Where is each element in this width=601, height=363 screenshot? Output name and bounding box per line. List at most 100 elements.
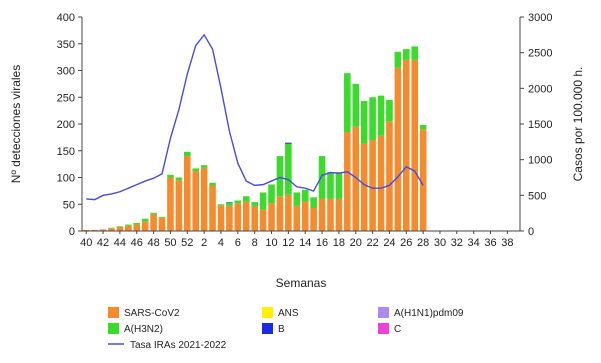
legend-swatch [108, 323, 119, 334]
bar-segment [403, 49, 410, 60]
bar-segment [209, 185, 216, 231]
bar-segment [268, 184, 275, 204]
x-tick-label: 18 [333, 237, 345, 249]
bar-segment [226, 202, 233, 203]
bar-segment [352, 126, 360, 231]
bar-segment [150, 213, 157, 231]
bar-segment [133, 224, 141, 231]
x-tick-label: 50 [164, 237, 176, 249]
bar-segment [150, 212, 157, 214]
bar-segment [217, 204, 225, 206]
bar-segment [377, 95, 385, 136]
legend-swatch [262, 307, 273, 318]
x-tick-label: 12 [282, 237, 294, 249]
bar-segment [276, 196, 284, 231]
bar-segment [234, 200, 242, 204]
bar-segment [108, 227, 115, 229]
bar-segment [301, 201, 309, 231]
bar-segment [251, 202, 258, 207]
bar-segment [268, 203, 275, 231]
y2-tick-label: 1500 [528, 119, 552, 131]
y-tick-label: 50 [63, 199, 75, 211]
x-tick-label: 22 [366, 237, 378, 249]
y2-axis-title: Casos por 100.000 h. [571, 67, 585, 182]
bar-segment [242, 196, 250, 202]
bar-segment [301, 189, 309, 202]
bar-segment [276, 156, 284, 197]
y-axis-title: Nº detecciones virales [9, 65, 23, 183]
bar-segment [175, 177, 183, 181]
y2-tick-label: 1000 [528, 155, 552, 167]
bar-segment [318, 156, 326, 199]
y-tick-label: 100 [57, 173, 75, 185]
x-tick-label: 32 [451, 237, 463, 249]
bar-segment [259, 209, 267, 231]
x-tick-label: 36 [484, 237, 496, 249]
bar-segment [352, 83, 360, 127]
y2-tick-label: 2000 [528, 83, 552, 95]
bar-segment [293, 192, 301, 206]
x-tick-label: 10 [265, 237, 277, 249]
bar-segment [251, 206, 258, 231]
bar-segment [234, 203, 242, 231]
y2-tick-label: 0 [528, 226, 534, 238]
x-tick-label: 34 [468, 237, 480, 249]
bar-segment [327, 172, 334, 199]
bar-segment [360, 101, 368, 144]
x-tick-label: 20 [350, 237, 362, 249]
bar-segment [184, 151, 191, 157]
x-tick-label: 44 [114, 237, 126, 249]
legend-label: SARS-CoV2 [124, 308, 180, 319]
bar-segment [386, 121, 393, 231]
bar-segment [200, 165, 208, 168]
tasa-iras-line [86, 33, 424, 201]
x-tick-label: 28 [417, 237, 429, 249]
x-tick-label: 48 [147, 237, 159, 249]
bar-segment [125, 225, 132, 231]
bar-segment [403, 59, 410, 231]
bar-segment [285, 194, 292, 231]
legend-label: Tasa IRAs 2021-2022 [130, 340, 227, 351]
bar-segment [327, 198, 334, 231]
y-tick-label: 400 [57, 12, 75, 24]
legend-label: C [394, 324, 401, 335]
bar-segment [419, 129, 427, 231]
x-tick-label: 30 [434, 237, 446, 249]
bar-segment [242, 201, 250, 231]
bar-segment [394, 67, 402, 231]
bars-layer [82, 46, 427, 231]
bar-segment [310, 197, 317, 208]
y2-tick-label: 3000 [528, 12, 552, 24]
ticks-layer: 0501001502002503003504000500100015002000… [57, 12, 553, 249]
legend-label: ANS [278, 308, 299, 319]
bar-segment [335, 172, 343, 199]
x-tick-label: 24 [383, 237, 395, 249]
x-tick-label: 42 [97, 237, 109, 249]
x-tick-label: 40 [80, 237, 92, 249]
bar-segment [344, 132, 351, 231]
legend-label: A(H3N2) [124, 324, 163, 335]
y-tick-label: 0 [69, 226, 75, 238]
y-tick-label: 300 [57, 66, 75, 78]
bar-segment [167, 177, 174, 231]
bar-segment [360, 143, 368, 231]
line-layer [86, 33, 424, 201]
y-tick-label: 350 [57, 39, 75, 51]
bar-segment [318, 198, 326, 231]
bar-segment [310, 208, 317, 231]
bar-segment [411, 59, 418, 231]
y2-tick-label: 500 [528, 190, 546, 202]
bar-segment [175, 180, 183, 231]
legend-swatch [108, 307, 119, 318]
legend: SARS-CoV2 A(H3N2) ANS B A(H1N1)pdm09 C Tasa IR… [108, 307, 464, 351]
y-tick-label: 150 [57, 146, 75, 158]
legend-swatch [378, 323, 389, 334]
bar-segment [394, 51, 402, 68]
x-tick-label: 6 [235, 237, 241, 249]
x-tick-label: 52 [181, 237, 193, 249]
bar-segment [108, 228, 115, 231]
bar-segment [377, 135, 385, 231]
bar-segment [285, 143, 292, 195]
bar-segment [192, 171, 199, 231]
